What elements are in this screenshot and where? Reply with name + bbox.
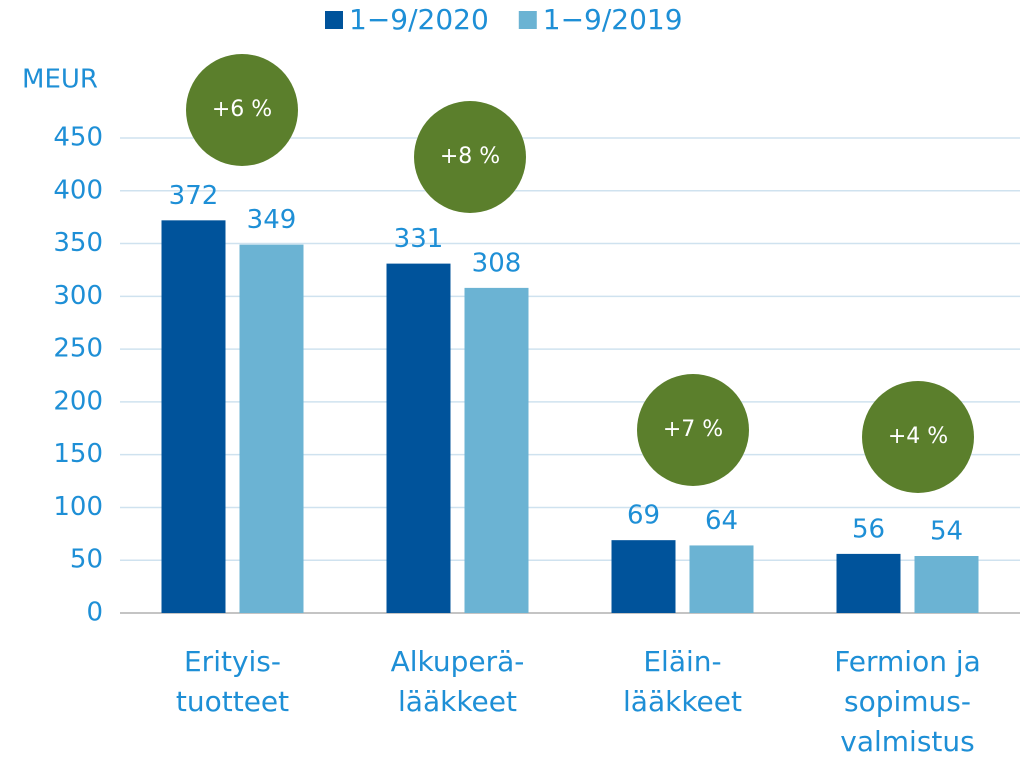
y-tick-label: 450 bbox=[53, 123, 103, 153]
value-label: 331 bbox=[394, 224, 444, 254]
annotation-bubble bbox=[637, 374, 749, 486]
annotation-bubble bbox=[862, 381, 974, 493]
x-tick-label: Erityis- tuotteet bbox=[175, 645, 290, 718]
bar bbox=[239, 244, 304, 613]
y-tick-label: 150 bbox=[53, 439, 103, 469]
bar bbox=[836, 553, 901, 613]
bar bbox=[689, 545, 754, 613]
annotation-bubble bbox=[414, 101, 526, 213]
bar bbox=[611, 540, 676, 613]
annotation: +8 % bbox=[440, 144, 500, 169]
y-tick-label: 350 bbox=[53, 228, 103, 258]
bar bbox=[386, 263, 451, 613]
value-label: 349 bbox=[247, 205, 297, 235]
y-tick-label: 300 bbox=[53, 281, 103, 311]
bar bbox=[161, 220, 226, 614]
y-tick-label: 400 bbox=[53, 175, 103, 205]
legend-swatch bbox=[518, 11, 537, 29]
x-tick-label: Fermion ja sopimus- valmistus bbox=[834, 645, 981, 758]
annotation: +6 % bbox=[212, 97, 272, 122]
bar bbox=[464, 287, 529, 613]
legend-label: 1−9/2019 bbox=[543, 3, 683, 36]
value-label: 372 bbox=[169, 181, 219, 211]
legend-swatch bbox=[325, 11, 343, 29]
annotation: +4 % bbox=[888, 424, 948, 449]
value-label: 69 bbox=[627, 501, 660, 531]
y-tick-label: 100 bbox=[53, 492, 103, 522]
value-label: 308 bbox=[472, 248, 522, 278]
legend-label: 1−9/2020 bbox=[349, 3, 489, 36]
y-tick-label: 50 bbox=[70, 545, 103, 575]
annotation: +7 % bbox=[663, 417, 723, 442]
bar bbox=[914, 556, 979, 613]
y-tick-label: 250 bbox=[53, 334, 103, 364]
value-label: 64 bbox=[705, 506, 738, 536]
y-tick-label: 0 bbox=[86, 598, 103, 628]
y-axis-label: MEUR bbox=[22, 65, 98, 95]
annotation-bubble bbox=[186, 54, 298, 166]
y-tick-label: 200 bbox=[53, 386, 103, 416]
x-tick-label: Eläin- lääkkeet bbox=[623, 645, 742, 718]
x-tick-label: Alkuperä- lääkkeet bbox=[390, 645, 525, 718]
value-label: 56 bbox=[852, 514, 885, 544]
value-label: 54 bbox=[930, 517, 963, 547]
